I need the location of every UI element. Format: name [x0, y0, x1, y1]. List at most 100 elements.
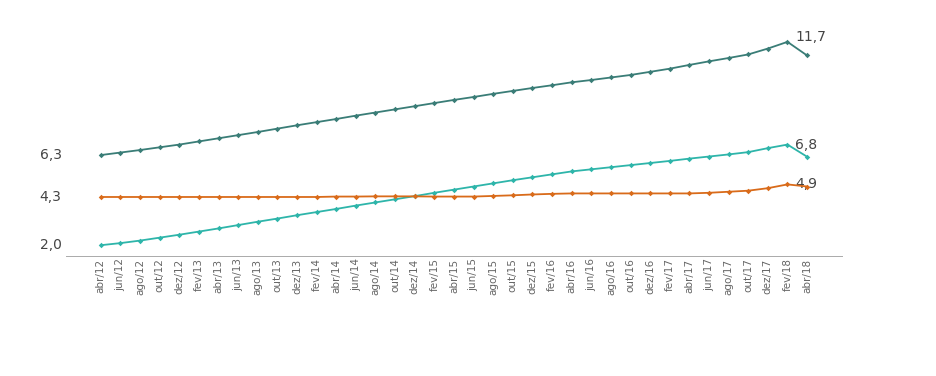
- MEI: [606, 165, 617, 170]
- MEI: [194, 229, 205, 234]
- Total: [703, 59, 714, 64]
- Total: [194, 139, 205, 144]
- Total: [370, 110, 381, 115]
- Line: MEI: MEI: [99, 143, 809, 247]
- MEI: [468, 184, 479, 189]
- MEI: [547, 172, 558, 177]
- Text: 2,0: 2,0: [39, 238, 62, 252]
- MEI: [586, 167, 597, 171]
- MEI: [527, 175, 538, 179]
- Total: [232, 133, 243, 137]
- MEI: [801, 155, 812, 159]
- ME e EPP: [271, 195, 283, 199]
- Total: [291, 123, 302, 127]
- MEI: [507, 178, 519, 182]
- ME e EPP: [370, 194, 381, 199]
- Total: [409, 104, 420, 108]
- ME e EPP: [684, 191, 695, 196]
- ME e EPP: [606, 191, 617, 196]
- ME e EPP: [762, 186, 773, 190]
- ME e EPP: [703, 191, 714, 195]
- Total: [665, 67, 676, 71]
- Total: [507, 89, 519, 93]
- ME e EPP: [232, 195, 243, 199]
- Total: [330, 117, 342, 121]
- Total: [566, 80, 578, 85]
- MEI: [212, 226, 224, 231]
- ME e EPP: [645, 191, 656, 196]
- Total: [742, 52, 753, 57]
- ME e EPP: [527, 192, 538, 197]
- MEI: [174, 232, 185, 237]
- ME e EPP: [350, 194, 361, 199]
- MEI: [311, 210, 322, 214]
- ME e EPP: [330, 194, 342, 199]
- Total: [782, 39, 793, 44]
- Total: [311, 120, 322, 124]
- MEI: [154, 235, 166, 240]
- Text: 11,7: 11,7: [796, 30, 826, 44]
- Total: [547, 83, 558, 88]
- Total: [429, 101, 440, 105]
- MEI: [115, 241, 126, 246]
- MEI: [330, 207, 342, 211]
- ME e EPP: [194, 195, 205, 199]
- Total: [135, 148, 146, 152]
- ME e EPP: [723, 190, 734, 194]
- MEI: [252, 220, 263, 224]
- Total: [389, 107, 401, 112]
- Line: ME e EPP: ME e EPP: [99, 182, 809, 199]
- Text: 4,3: 4,3: [39, 190, 62, 204]
- MEI: [389, 197, 401, 202]
- Text: 6,3: 6,3: [39, 148, 62, 162]
- Total: [606, 75, 617, 80]
- MEI: [566, 169, 578, 174]
- Total: [762, 46, 773, 51]
- Total: [95, 153, 107, 157]
- ME e EPP: [291, 195, 302, 199]
- Total: [801, 53, 812, 58]
- Total: [271, 126, 283, 131]
- Text: 6,8: 6,8: [796, 138, 817, 152]
- MEI: [232, 223, 243, 227]
- ME e EPP: [665, 191, 676, 196]
- MEI: [703, 154, 714, 159]
- Total: [154, 145, 166, 150]
- Text: 4,9: 4,9: [796, 177, 817, 191]
- MEI: [665, 159, 676, 163]
- ME e EPP: [429, 194, 440, 199]
- ME e EPP: [547, 192, 558, 196]
- MEI: [782, 143, 793, 147]
- ME e EPP: [252, 195, 263, 199]
- MEI: [723, 152, 734, 157]
- Line: Total: Total: [99, 40, 809, 157]
- MEI: [271, 216, 283, 221]
- ME e EPP: [566, 191, 578, 196]
- MEI: [135, 238, 146, 243]
- Total: [252, 130, 263, 134]
- MEI: [350, 203, 361, 208]
- Total: [468, 95, 479, 99]
- MEI: [488, 181, 499, 186]
- MEI: [645, 161, 656, 165]
- ME e EPP: [742, 188, 753, 193]
- ME e EPP: [95, 195, 107, 199]
- ME e EPP: [212, 195, 224, 199]
- ME e EPP: [389, 194, 401, 199]
- MEI: [625, 163, 636, 167]
- MEI: [409, 194, 420, 199]
- ME e EPP: [586, 191, 597, 196]
- Total: [115, 150, 126, 155]
- ME e EPP: [468, 194, 479, 199]
- MEI: [684, 156, 695, 161]
- Total: [448, 98, 460, 102]
- ME e EPP: [448, 194, 460, 199]
- ME e EPP: [801, 184, 812, 189]
- ME e EPP: [782, 182, 793, 186]
- Total: [586, 78, 597, 82]
- Total: [488, 92, 499, 96]
- Total: [212, 136, 224, 141]
- MEI: [448, 187, 460, 192]
- MEI: [291, 213, 302, 217]
- Total: [625, 73, 636, 77]
